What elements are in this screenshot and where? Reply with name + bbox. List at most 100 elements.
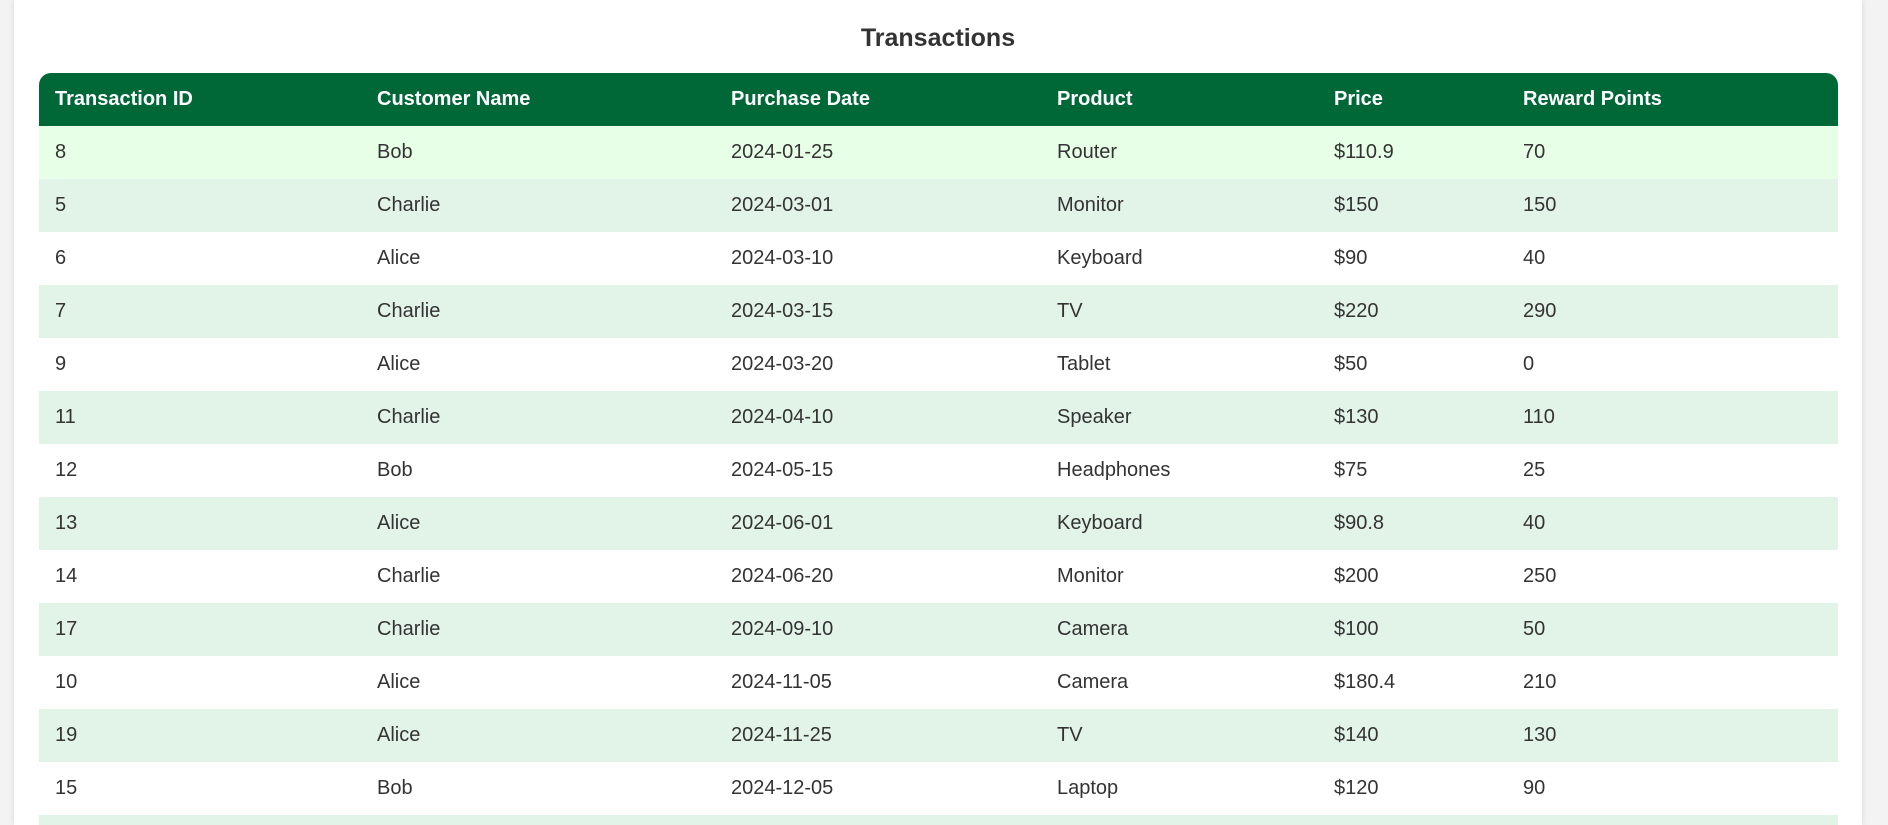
cell-purchase-date: 2024-09-10 (715, 603, 1041, 656)
cell-transaction-id: 13 (39, 497, 361, 550)
column-header-product[interactable]: Product (1041, 73, 1318, 126)
cell-price: $140 (1318, 709, 1507, 762)
cell-reward-points: 130 (1507, 709, 1838, 762)
cell-customer-name: Bob (361, 762, 715, 815)
cell-product: Keyboard (1041, 232, 1318, 285)
cell-product: Camera (1041, 656, 1318, 709)
cell-customer-name: Alice (361, 338, 715, 391)
table-row[interactable]: 10 Alice 2024-11-05 Camera $180.4 210 (39, 656, 1838, 709)
table-row[interactable]: 11 Charlie 2024-04-10 Speaker $130 110 (39, 391, 1838, 444)
cell-price: $50 (1318, 338, 1507, 391)
column-header-price[interactable]: Price (1318, 73, 1507, 126)
cell-customer-name: Charlie (361, 550, 715, 603)
cell-transaction-id: 9 (39, 338, 361, 391)
cell-reward-points: 70 (1507, 126, 1838, 179)
cell-price: $180.4 (1318, 656, 1507, 709)
cell-customer-name: Charlie (361, 179, 715, 232)
cell-customer-name: Charlie (361, 603, 715, 656)
cell-customer-name: Alice (361, 709, 715, 762)
table-row[interactable]: 14 Charlie 2024-06-20 Monitor $200 250 (39, 550, 1838, 603)
cell-product: TV (1041, 709, 1318, 762)
table-row[interactable]: 15 Bob 2024-12-05 Laptop $120 90 (39, 762, 1838, 815)
cell-purchase-date: 2024-03-20 (715, 338, 1041, 391)
cell-price: $150 (1318, 179, 1507, 232)
cell-reward-points: 90 (1507, 762, 1838, 815)
cell-reward-points: 290 (1507, 285, 1838, 338)
cell-reward-points: 210 (1507, 656, 1838, 709)
cell-transaction-id: 14 (39, 550, 361, 603)
cell-product: Router (1041, 126, 1318, 179)
cell-transaction-id: 5 (39, 179, 361, 232)
transactions-table-container[interactable]: Transaction ID Customer Name Purchase Da… (39, 73, 1838, 825)
cell-transaction-id: 7 (39, 285, 361, 338)
cell-purchase-date: 2024-06-01 (715, 497, 1041, 550)
table-row[interactable]: 12 Bob 2024-05-15 Headphones $75 25 (39, 444, 1838, 497)
table-row[interactable]: 9 Alice 2024-03-20 Tablet $50 0 (39, 338, 1838, 391)
cell-customer-name: Alice (361, 497, 715, 550)
cell-purchase-date: 2024-04-10 (715, 391, 1041, 444)
table-header-row: Transaction ID Customer Name Purchase Da… (39, 73, 1838, 126)
cell-product (1041, 815, 1318, 825)
cell-customer-name: Charlie (361, 285, 715, 338)
column-header-customer-name[interactable]: Customer Name (361, 73, 715, 126)
cell-purchase-date: 2024-11-05 (715, 656, 1041, 709)
cell-reward-points: 0 (1507, 338, 1838, 391)
cell-transaction-id (39, 815, 361, 825)
cell-price: $130 (1318, 391, 1507, 444)
table-row[interactable]: 6 Alice 2024-03-10 Keyboard $90 40 (39, 232, 1838, 285)
cell-transaction-id: 12 (39, 444, 361, 497)
cell-transaction-id: 8 (39, 126, 361, 179)
cell-product: Monitor (1041, 550, 1318, 603)
cell-reward-points: 40 (1507, 232, 1838, 285)
column-header-reward-points[interactable]: Reward Points (1507, 73, 1838, 126)
cell-purchase-date: 2024-06-20 (715, 550, 1041, 603)
table-row[interactable] (39, 815, 1838, 825)
cell-customer-name: Alice (361, 232, 715, 285)
cell-product: Keyboard (1041, 497, 1318, 550)
cell-transaction-id: 11 (39, 391, 361, 444)
cell-purchase-date: 2024-03-01 (715, 179, 1041, 232)
cell-reward-points: 110 (1507, 391, 1838, 444)
table-row[interactable]: 19 Alice 2024-11-25 TV $140 130 (39, 709, 1838, 762)
cell-price: $90.8 (1318, 497, 1507, 550)
table-row[interactable]: 7 Charlie 2024-03-15 TV $220 290 (39, 285, 1838, 338)
cell-reward-points: 250 (1507, 550, 1838, 603)
cell-purchase-date (715, 815, 1041, 825)
page-title: Transactions (860, 24, 1016, 52)
cell-customer-name (361, 815, 715, 825)
table-body: 8 Bob 2024-01-25 Router $110.9 70 5 Charlie 2024… (39, 126, 1838, 825)
cell-reward-points: 25 (1507, 444, 1838, 497)
cell-price: $200 (1318, 550, 1507, 603)
table-row[interactable]: 17 Charlie 2024-09-10 Camera $100 50 (39, 603, 1838, 656)
transactions-table: Transaction ID Customer Name Purchase Da… (39, 73, 1838, 825)
cell-purchase-date: 2024-12-05 (715, 762, 1041, 815)
cell-customer-name: Alice (361, 656, 715, 709)
column-header-transaction-id[interactable]: Transaction ID (39, 73, 361, 126)
cell-product: Headphones (1041, 444, 1318, 497)
cell-purchase-date: 2024-05-15 (715, 444, 1041, 497)
cell-product: Camera (1041, 603, 1318, 656)
cell-reward-points: 40 (1507, 497, 1838, 550)
cell-price: $110.9 (1318, 126, 1507, 179)
cell-price: $90 (1318, 232, 1507, 285)
cell-transaction-id: 6 (39, 232, 361, 285)
cell-product: Laptop (1041, 762, 1318, 815)
cell-product: TV (1041, 285, 1318, 338)
cell-reward-points: 50 (1507, 603, 1838, 656)
cell-price: $100 (1318, 603, 1507, 656)
table-row[interactable]: 8 Bob 2024-01-25 Router $110.9 70 (39, 126, 1838, 179)
cell-purchase-date: 2024-03-10 (715, 232, 1041, 285)
cell-reward-points: 150 (1507, 179, 1838, 232)
cell-transaction-id: 17 (39, 603, 361, 656)
cell-purchase-date: 2024-01-25 (715, 126, 1041, 179)
cell-customer-name: Bob (361, 444, 715, 497)
cell-reward-points (1507, 815, 1838, 825)
transactions-card: Transactions Transaction ID Customer Nam… (14, 0, 1862, 825)
cell-transaction-id: 10 (39, 656, 361, 709)
table-row[interactable]: 13 Alice 2024-06-01 Keyboard $90.8 40 (39, 497, 1838, 550)
cell-transaction-id: 19 (39, 709, 361, 762)
cell-purchase-date: 2024-03-15 (715, 285, 1041, 338)
cell-price: $75 (1318, 444, 1507, 497)
table-row[interactable]: 5 Charlie 2024-03-01 Monitor $150 150 (39, 179, 1838, 232)
column-header-purchase-date[interactable]: Purchase Date (715, 73, 1041, 126)
